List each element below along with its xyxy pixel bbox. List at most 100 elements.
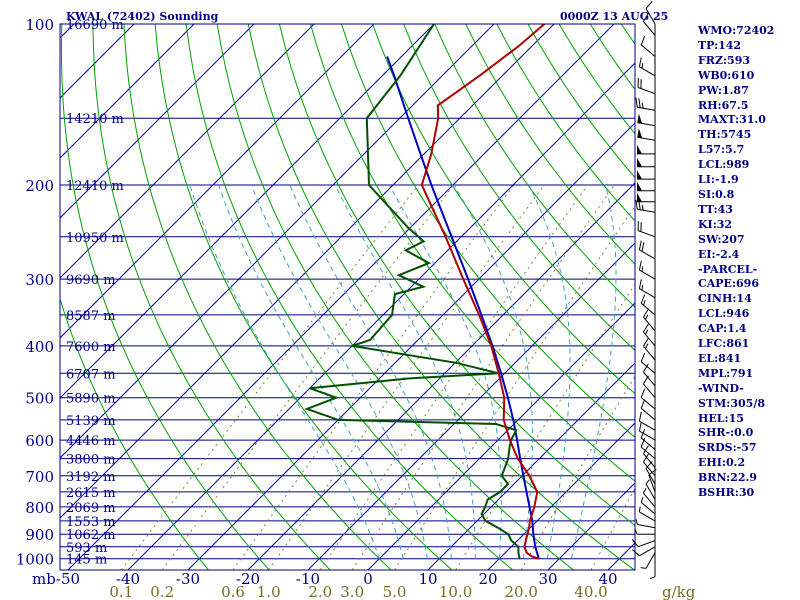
index-item: L57:5.7	[698, 143, 745, 157]
index-item: TT:43	[698, 202, 733, 216]
wind-barb	[635, 519, 656, 529]
height-labels: 16690 m 14210 m 12410 m 10950 m 9690 m 8587 m…	[66, 18, 124, 568]
mixing-ratio-tick-label: 0.6	[221, 583, 245, 600]
mixing-ratio-tick-label: 1.0	[257, 583, 281, 600]
moist-adiabat-line	[189, 184, 380, 559]
isotherm-line	[60, 24, 195, 159]
mixing-ratio-tick-label: 0.2	[150, 583, 174, 600]
wind-barb	[649, 558, 656, 580]
dewpoint-trace	[304, 24, 521, 559]
index-item: TH:5745	[698, 128, 752, 142]
temperature-tick-label: 20	[478, 570, 497, 588]
pressure-tick-label: 900	[25, 526, 54, 544]
pressure-tick-labels: 100 200 300 400 500 600 700 800 900 1000	[16, 16, 54, 569]
index-item: FRZ:593	[698, 53, 751, 67]
index-item: MPL:791	[698, 366, 754, 380]
isotherm-line	[67, 24, 615, 570]
mixing-ratio-unit: g/kg	[662, 583, 696, 600]
pressure-tick-label: 500	[25, 390, 54, 408]
wind-barb	[637, 77, 656, 95]
mixing-ratio-line	[455, 283, 635, 570]
wind-barb	[642, 323, 656, 347]
index-item: -PARCEL-	[698, 262, 758, 276]
temperature-tick-label: -20	[236, 570, 260, 588]
wind-barb	[637, 157, 655, 168]
wind-barb	[640, 399, 656, 421]
mixing-ratio-tick-label: 0.1	[109, 583, 133, 600]
isotherm-line	[60, 24, 435, 399]
index-item: WMO:72402	[698, 24, 775, 37]
wind-barb	[634, 529, 655, 535]
height-label: 6707 m	[66, 367, 116, 382]
wind-barb	[642, 13, 656, 36]
pressure-tick-label: 1000	[16, 551, 54, 569]
wind-barb	[635, 97, 656, 111]
index-item: HEL:15	[698, 411, 744, 425]
mixing-ratio-line	[520, 375, 635, 570]
wind-barb	[640, 497, 656, 515]
wind-barb	[640, 352, 656, 374]
height-label: 5890 m	[66, 392, 116, 407]
pressure-tick-label: 100	[25, 16, 54, 34]
index-item: BSHR:30	[698, 486, 755, 500]
temperature-tick-label: 10	[418, 570, 437, 588]
wind-barb	[642, 445, 656, 468]
index-item: CINH:14	[698, 292, 752, 306]
isotherm-line	[187, 122, 635, 570]
height-label: 3800 m	[66, 453, 116, 468]
index-item: BRN:22.9	[698, 471, 757, 485]
wind-barb	[640, 388, 656, 410]
dry-adiabat-line	[60, 297, 209, 570]
wind-barbs	[631, 0, 657, 580]
wind-barb	[631, 538, 656, 548]
index-item: EI:-2.4	[698, 247, 740, 261]
temperature-tick-label: -10	[296, 570, 320, 588]
temperature-tick-label: 30	[538, 570, 557, 588]
height-label: 12410 m	[66, 179, 124, 194]
index-item: TP:142	[698, 38, 742, 52]
index-item: SHR-:0.0	[698, 426, 754, 440]
wind-barb	[631, 546, 656, 557]
temperature-tick-labels: -50 -40 -30 -20 -10 0 10 20 30 40	[56, 570, 618, 588]
mixing-ratio-tick-label: 2.0	[308, 583, 332, 600]
moist-adiabat-line	[453, 184, 533, 559]
wind-barb	[638, 260, 656, 280]
dry-adiabat-line	[60, 24, 270, 570]
index-item: LCL:989	[698, 158, 750, 172]
wind-barb	[642, 308, 656, 332]
index-item: STM:305/8	[698, 396, 765, 410]
height-label: 8587 m	[66, 309, 116, 324]
temperature-trace	[420, 24, 546, 560]
index-item: PW:1.87	[698, 83, 749, 97]
pressure-tick-label: 600	[25, 432, 54, 450]
dry-adiabat-line	[154, 24, 453, 570]
mixing-ratio-line	[351, 184, 615, 570]
mixing-ratio-tick-label: 40.0	[574, 583, 607, 600]
height-label: 1553 m	[66, 515, 116, 530]
wind-barb	[637, 144, 655, 155]
wind-barb	[637, 192, 655, 203]
isotherm-line	[487, 422, 635, 570]
wind-barb	[642, 453, 656, 477]
isotherm-line	[60, 24, 315, 279]
isotherm-line	[60, 24, 375, 339]
wind-barb	[638, 240, 656, 260]
wind-barb	[642, 488, 656, 508]
height-label: 145 m	[66, 553, 107, 568]
wind-barb	[645, 0, 656, 25]
height-label: 14210 m	[66, 112, 124, 127]
plot-frame	[59, 23, 636, 571]
height-label: 3192 m	[66, 470, 116, 485]
dry-adiabat-line	[185, 24, 514, 570]
wind-barb	[638, 57, 656, 77]
chart-title: KWAL (72402) Sounding	[66, 10, 219, 23]
mixing-ratio-tick-label: 20.0	[504, 583, 537, 600]
wind-barb	[640, 294, 656, 316]
wind-barb	[637, 221, 656, 238]
height-label: 5139 m	[66, 414, 116, 429]
temperature-tick-label: -50	[56, 570, 80, 588]
temperature-tick-label: 0	[363, 570, 373, 588]
dry-adiabat-line	[403, 24, 635, 351]
stability-indices-panel: WMO:72402 TP:142 FRZ:593 WB0:610 PW:1.87 RH:6…	[698, 24, 798, 501]
